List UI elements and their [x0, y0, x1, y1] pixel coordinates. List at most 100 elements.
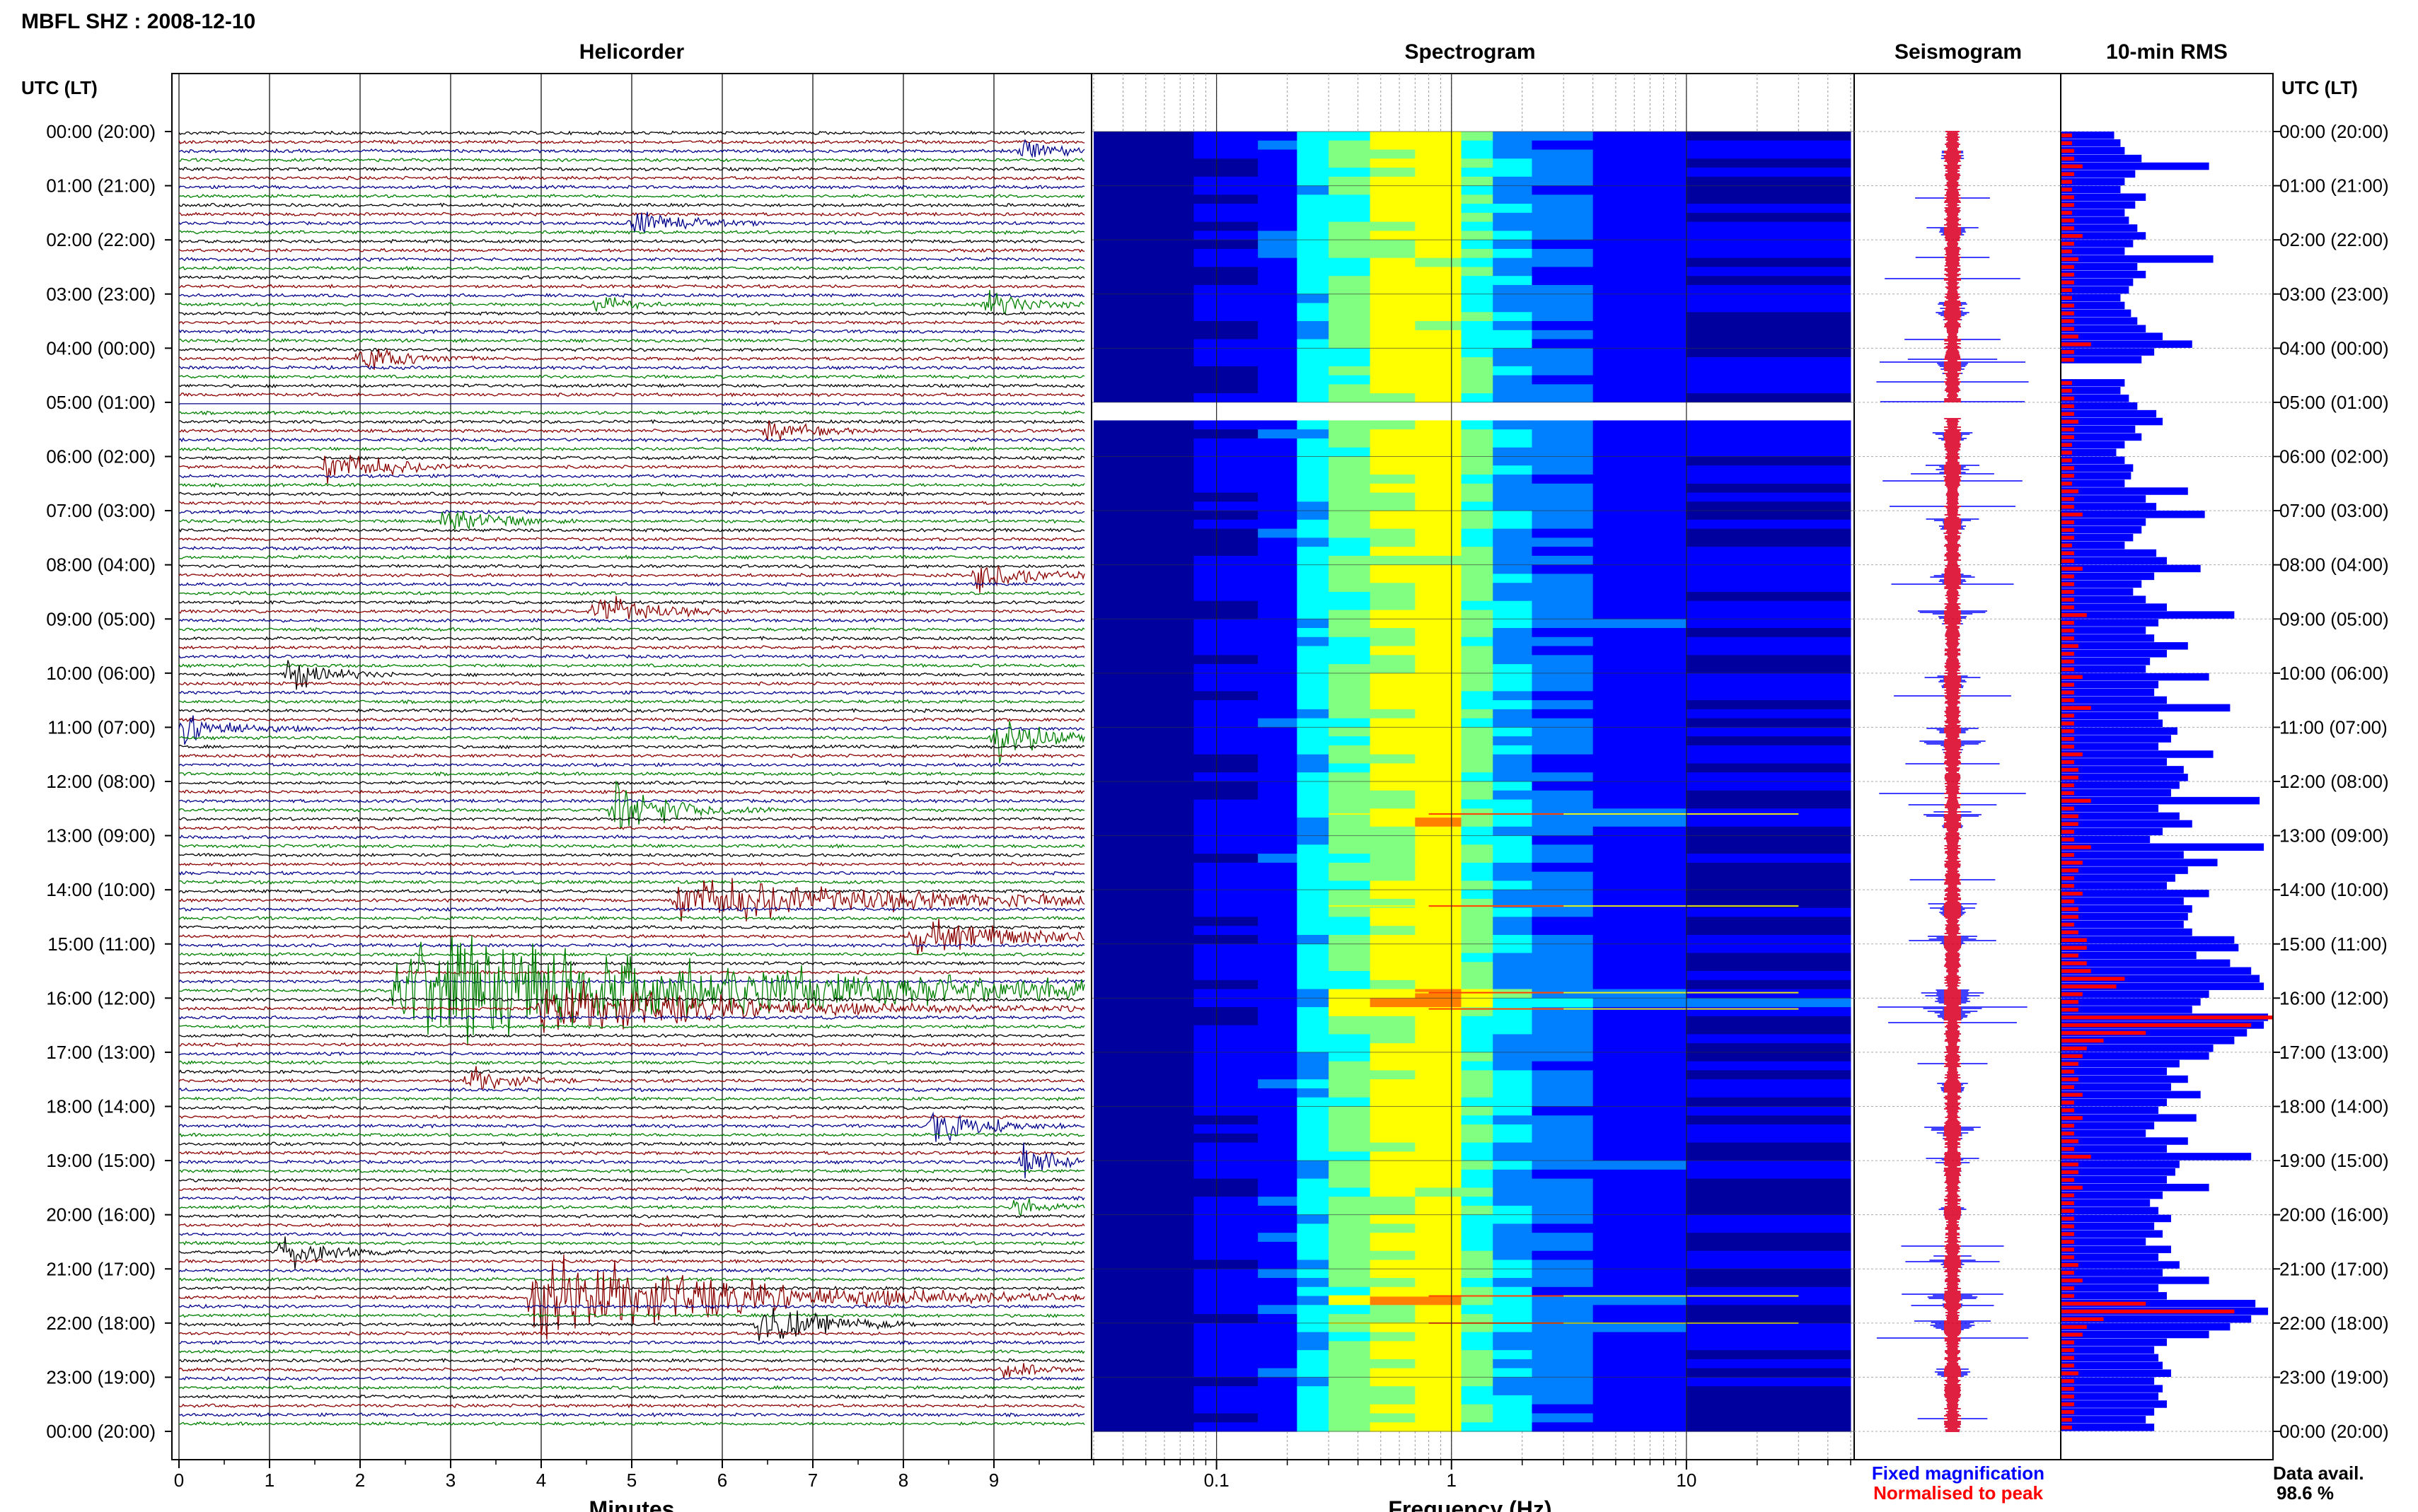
rms-bar-normalised [2061, 1193, 2074, 1198]
time-label-right: 17:00 (13:00) [2279, 1042, 2389, 1063]
time-label-right: 22:00 (18:00) [2279, 1313, 2389, 1334]
helicorder-trace [178, 627, 1085, 632]
rms-bar-fixed [2061, 387, 2121, 395]
rms-bar-fixed [2061, 727, 2177, 735]
rms-bar-fixed [2061, 1145, 2167, 1153]
time-label-right: 04:00 (00:00) [2279, 337, 2389, 359]
helicorder-trace [178, 536, 1085, 542]
rms-bar-normalised [2061, 667, 2074, 672]
rms-bar-fixed [2061, 232, 2146, 240]
rms-bar-fixed [2061, 959, 2231, 967]
rms-bar-fixed [2061, 1385, 2163, 1392]
rms-bar-normalised [2061, 1263, 2078, 1267]
time-label-left: 05:00 (01:00) [46, 392, 156, 413]
rms-bar-normalised [2061, 520, 2074, 525]
time-label-right: 05:00 (01:00) [2279, 392, 2389, 413]
rms-bar-fixed [2061, 216, 2129, 224]
helicorder-trace [178, 1195, 1085, 1202]
time-label-right: 09:00 (05:00) [2279, 608, 2389, 629]
rms-bar-fixed [2061, 905, 2192, 913]
rms-bar-fixed [2061, 719, 2163, 727]
helicorder-trace [178, 193, 1085, 199]
rms-bar-normalised [2061, 180, 2072, 184]
rms-bar-normalised [2061, 187, 2072, 192]
rms-bar-fixed [2061, 1175, 2167, 1184]
helicorder-trace [178, 157, 1085, 163]
rms-bar-normalised [2061, 1201, 2074, 1205]
time-axis-label-left: UTC (LT) [21, 77, 98, 98]
rms-bar-normalised [2061, 551, 2074, 555]
rms-bar-normalised [2061, 644, 2078, 649]
frequency-tick-label: 1 [1447, 1470, 1457, 1491]
helicorder-trace [178, 1042, 1085, 1048]
helicorder-trace [178, 265, 1085, 272]
rms-bar-fixed [2061, 170, 2136, 178]
rms-bar-fixed [2061, 441, 2125, 449]
data-availability-value: 98.6 % [2277, 1482, 2334, 1504]
helicorder-trace [178, 816, 1085, 822]
rms-bar-normalised [2061, 1371, 2078, 1376]
helicorder-trace [178, 491, 1085, 497]
time-label-left: 14:00 (10:00) [46, 879, 156, 900]
rms-bar-fixed [2061, 665, 2146, 673]
rms-bar-fixed [2061, 595, 2146, 603]
helicorder-trace [178, 528, 1085, 533]
rms-bar-fixed [2061, 1346, 2155, 1354]
rms-bar-normalised [2061, 458, 2072, 463]
rms-bar-normalised [2061, 1348, 2074, 1352]
helicorder-trace [178, 721, 1085, 764]
rms-bar-normalised [2061, 1015, 2272, 1020]
helicorder-trace [178, 1214, 1085, 1219]
helicorder-trace [178, 595, 1084, 620]
rms-bar-normalised [2061, 404, 2074, 409]
time-label-left: 01:00 (21:00) [46, 175, 156, 197]
rms-bar-fixed [2061, 286, 2129, 294]
helicorder-trace [178, 238, 1085, 244]
rms-bar-normalised [2061, 482, 2072, 486]
rms-bar-normalised [2061, 598, 2074, 602]
helicorder-trace [178, 952, 1085, 958]
minute-tick-label: 3 [446, 1470, 456, 1491]
helicorder-trace [178, 1394, 1085, 1400]
rms-bar-normalised [2061, 899, 2074, 904]
rms-bar-fixed [2061, 711, 2159, 720]
rms-bar-fixed [2061, 154, 2142, 163]
minute-tick-label: 0 [174, 1470, 184, 1491]
rms-bar-normalised [2061, 264, 2074, 269]
rms-bar-fixed [2061, 650, 2167, 658]
minute-tick-label: 2 [355, 1470, 365, 1491]
rms-bar-fixed [2061, 1153, 2252, 1161]
rms-bar-fixed [2061, 379, 2125, 387]
rms-bar-normalised [2061, 288, 2072, 293]
time-label-right: 18:00 (14:00) [2279, 1096, 2389, 1117]
rms-bar-fixed [2061, 680, 2159, 689]
helicorder-trace [178, 1358, 1085, 1363]
rms-bar-normalised [2061, 1356, 2074, 1360]
minutes-axis-title: Minutes [589, 1496, 675, 1512]
rms-bar-normalised [2061, 992, 2083, 996]
time-labels: 00:00 (20:00) 00:00 (20:00) 01:00 (21:00) 0… [46, 121, 2388, 1442]
time-label-right: 10:00 (06:00) [2279, 663, 2389, 684]
rms-bar-normalised [2061, 1093, 2083, 1097]
rms-bar-fixed [2061, 1245, 2171, 1253]
frequency-tick-label: 10 [1676, 1470, 1696, 1491]
rms-bar-fixed [2061, 990, 2209, 998]
rms-bar-normalised [2061, 914, 2078, 919]
helicorder-trace [178, 780, 1085, 786]
helicorder-trace [178, 1349, 1085, 1354]
rms-bar-fixed [2061, 270, 2146, 279]
helicorder-trace [178, 660, 1085, 690]
helicorder-trace [178, 337, 1085, 344]
rms-bar-fixed [2061, 1059, 2180, 1068]
rms-bar-normalised [2061, 1363, 2074, 1368]
rms-bar-normalised [2061, 296, 2072, 300]
rms-bar-fixed [2061, 348, 2155, 356]
rms-bar-normalised [2061, 861, 2083, 865]
helicorder-trace [178, 455, 1085, 484]
rms-bar-fixed [2061, 325, 2146, 333]
rms-bar-normalised [2061, 574, 2074, 578]
helicorder-trace [178, 852, 1084, 858]
spectrogram-panel-title: Spectrogram [1404, 40, 1535, 64]
rms-bar-fixed [2061, 518, 2146, 526]
helicorder-trace [178, 780, 1085, 830]
